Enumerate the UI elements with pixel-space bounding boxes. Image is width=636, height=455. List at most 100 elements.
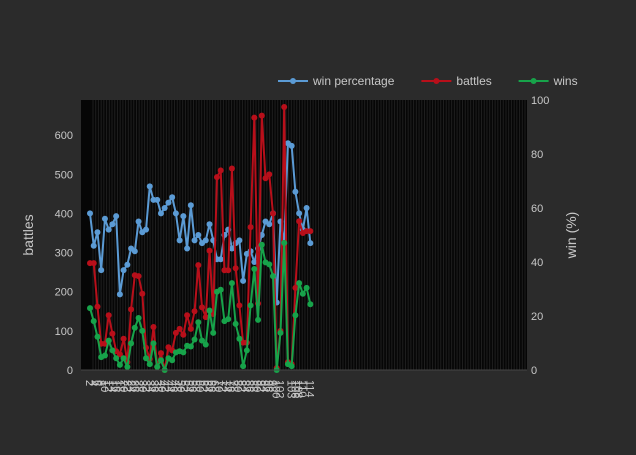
data-point bbox=[157, 210, 164, 217]
data-point bbox=[187, 343, 194, 350]
data-point bbox=[184, 245, 191, 252]
y-tick-label: 400 bbox=[55, 208, 73, 220]
data-point bbox=[228, 165, 235, 172]
legend-label: win percentage bbox=[312, 74, 395, 88]
data-point bbox=[101, 352, 108, 359]
x-tick-label: 110 bbox=[296, 380, 308, 398]
x-tick-label: 8 bbox=[94, 380, 106, 386]
data-point bbox=[202, 314, 209, 321]
data-point bbox=[296, 280, 303, 287]
data-point bbox=[206, 307, 213, 314]
data-point bbox=[184, 312, 191, 319]
x-tick-label: 12 bbox=[102, 380, 114, 392]
data-point bbox=[128, 306, 135, 313]
data-point bbox=[292, 188, 299, 195]
data-point bbox=[143, 226, 150, 233]
x-tick-label: 60 bbox=[193, 380, 205, 392]
data-point bbox=[217, 167, 224, 174]
x-tick-label: 72 bbox=[216, 380, 228, 392]
data-point bbox=[150, 340, 157, 347]
data-point bbox=[150, 323, 157, 330]
data-point bbox=[191, 237, 198, 244]
x-tick-label: 74 bbox=[220, 380, 232, 392]
data-point bbox=[262, 175, 269, 182]
data-point bbox=[116, 351, 123, 358]
data-point bbox=[94, 229, 101, 236]
data-point bbox=[206, 221, 213, 228]
data-point bbox=[299, 290, 306, 297]
data-point bbox=[101, 215, 108, 222]
x-tick-label: 92 bbox=[254, 380, 266, 392]
data-point bbox=[266, 221, 273, 228]
data-point bbox=[135, 314, 142, 321]
x-tick-label: 66 bbox=[205, 380, 217, 392]
data-point bbox=[240, 277, 247, 284]
data-point bbox=[146, 183, 153, 190]
data-point bbox=[251, 259, 258, 265]
data-point bbox=[303, 284, 310, 291]
data-point bbox=[281, 239, 288, 246]
x-tick-label: 20 bbox=[117, 380, 129, 392]
data-point bbox=[296, 218, 303, 225]
data-point bbox=[307, 228, 314, 235]
x-tick-label: 22 bbox=[121, 380, 133, 392]
y2-tick-label: 20 bbox=[531, 311, 543, 323]
x-tick-label: 6 bbox=[91, 380, 103, 386]
data-point bbox=[269, 273, 276, 280]
x-tick-label: 52 bbox=[178, 380, 190, 392]
data-point bbox=[128, 340, 135, 347]
legend-label: battles bbox=[456, 74, 491, 88]
data-point bbox=[251, 266, 258, 273]
data-point bbox=[172, 329, 179, 336]
y-tick-label: 0 bbox=[67, 365, 73, 377]
data-point bbox=[195, 262, 202, 269]
data-point bbox=[187, 202, 194, 209]
legend[interactable]: win percentage battles wins bbox=[278, 74, 578, 88]
x-tick-label: 30 bbox=[136, 380, 148, 392]
x-tick-label: 96 bbox=[262, 380, 274, 392]
data-point bbox=[180, 213, 187, 220]
y2-tick-label: 40 bbox=[531, 257, 543, 269]
data-point bbox=[143, 355, 150, 362]
x-tick-label: 24 bbox=[125, 380, 137, 392]
data-point bbox=[228, 245, 235, 252]
data-point bbox=[199, 337, 206, 344]
x-tick-label: 4 bbox=[87, 380, 99, 386]
data-point bbox=[213, 174, 220, 181]
x-tick-label: 100 bbox=[270, 380, 282, 398]
data-point bbox=[296, 210, 303, 217]
data-point bbox=[180, 331, 187, 338]
data-point bbox=[113, 213, 120, 220]
data-point bbox=[87, 210, 93, 217]
data-point bbox=[292, 284, 299, 291]
x-tick-label: 46 bbox=[167, 380, 179, 392]
x-tick-label: 34 bbox=[144, 380, 156, 392]
x-tick-label: 76 bbox=[224, 380, 236, 392]
x-tick-label: 82 bbox=[235, 380, 247, 392]
x-tick-label: 28 bbox=[133, 380, 145, 392]
data-point bbox=[120, 267, 127, 274]
data-point bbox=[124, 261, 131, 268]
data-point bbox=[199, 304, 206, 311]
x-tick-label: 106 bbox=[288, 380, 300, 398]
y-tick-label: 600 bbox=[55, 130, 73, 142]
data-point bbox=[157, 357, 164, 364]
data-point bbox=[176, 237, 183, 244]
data-point bbox=[98, 267, 105, 274]
data-point bbox=[281, 104, 288, 111]
data-point bbox=[172, 210, 179, 217]
data-point bbox=[146, 361, 153, 368]
data-point bbox=[90, 242, 97, 249]
data-point bbox=[236, 302, 243, 309]
data-point bbox=[236, 335, 243, 342]
data-point bbox=[258, 112, 265, 119]
data-point bbox=[135, 218, 142, 225]
data-point bbox=[187, 325, 194, 332]
x-tick-label: 68 bbox=[209, 380, 221, 392]
x-tick-label: 102 bbox=[273, 380, 285, 398]
x-tick-label: 78 bbox=[228, 380, 240, 392]
x-tick-label: 94 bbox=[258, 380, 270, 392]
data-point bbox=[87, 305, 93, 312]
